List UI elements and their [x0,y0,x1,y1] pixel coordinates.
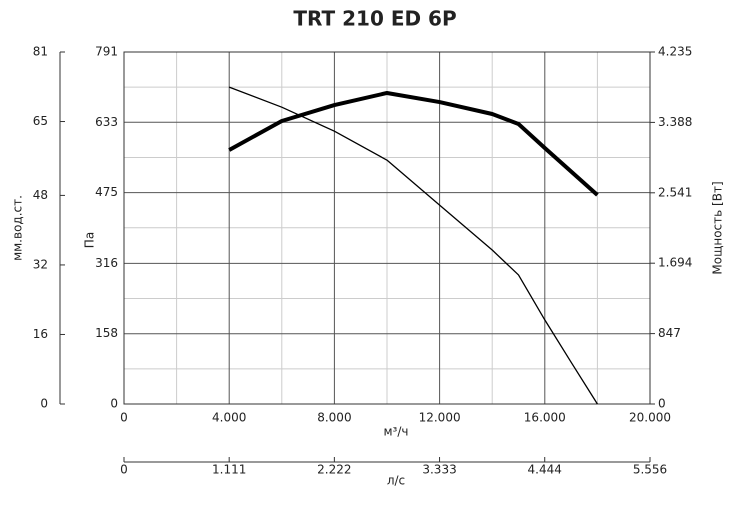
x2-tick-label: 1.111 [212,463,246,477]
y3-tick-label: 0 [40,397,48,411]
y-tick-label: 633 [95,115,118,129]
y-tick-label: 158 [95,326,118,340]
x-label: м³/ч [384,425,409,439]
y2-tick-label: 3.388 [658,115,692,129]
series-line [228,90,599,197]
x2-label: л/с [387,474,405,488]
y2-tick-label: 2.541 [658,185,692,199]
x2-tick-label: 0 [120,463,128,477]
x-tick-label: 16.000 [524,411,566,425]
y-label: Па [83,232,97,248]
y2-label: Мощность [Вт] [711,181,725,274]
y2-tick-label: 4.235 [658,45,692,59]
y2-tick-label: 847 [658,326,681,340]
y2-tick-label: 1.694 [658,256,692,270]
x-tick-label: 4.000 [212,411,246,425]
y-tick-label: 791 [95,45,118,59]
y-tick-label: 475 [95,185,118,199]
x2-tick-label: 2.222 [317,463,351,477]
x2-tick-label: 4.444 [528,463,562,477]
y3-tick-label: 81 [33,45,48,59]
x2-tick-label: 5.556 [633,463,667,477]
y3-tick-label: 48 [33,188,48,202]
y-tick-label: 0 [110,397,118,411]
y-tick-label: 316 [95,256,118,270]
plot-frame [123,51,651,405]
y2-tick-label: 0 [658,397,666,411]
y3-tick-label: 65 [33,114,48,128]
y3-tick-label: 32 [33,257,48,271]
x2-tick-label: 3.333 [422,463,456,477]
x-tick-label: 0 [120,411,128,425]
x-tick-label: 12.000 [419,411,461,425]
x-tick-label: 8.000 [317,411,351,425]
x-tick-label: 20.000 [629,411,671,425]
y3-tick-label: 16 [33,327,48,341]
y3-label: мм.вод.ст. [11,195,25,261]
series-line [228,86,598,405]
chart-title: TRT 210 ED 6P [293,7,456,31]
